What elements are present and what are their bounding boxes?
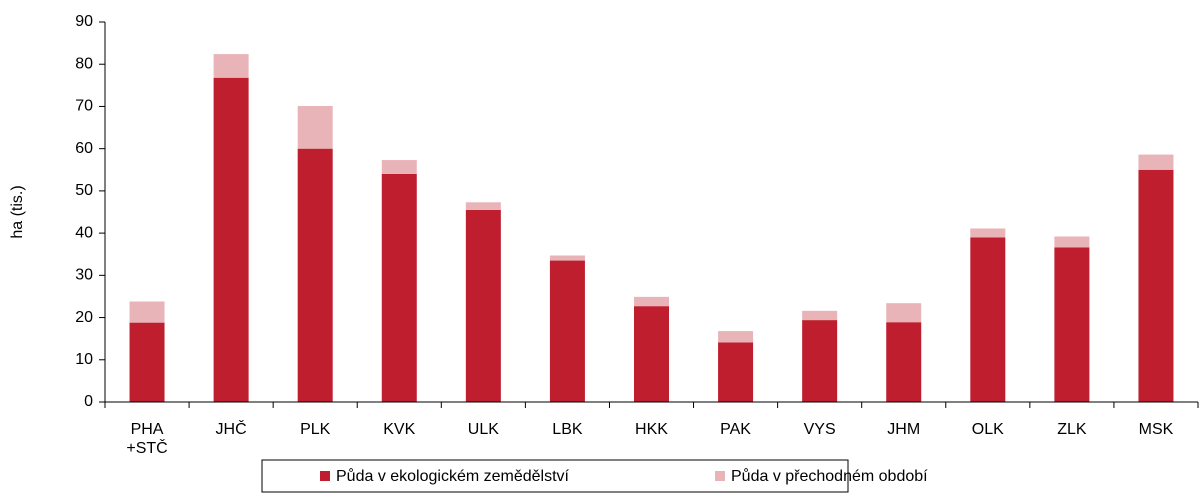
bar-segment (213, 77, 249, 402)
bar-segment (886, 303, 922, 323)
bar-segment (213, 54, 249, 78)
bar-segment (1138, 154, 1174, 170)
x-tick-label: MSK (1138, 421, 1174, 438)
x-tick-label: JHM (887, 421, 921, 438)
y-tick-label: 80 (75, 55, 93, 72)
bar-segment (381, 174, 417, 402)
x-tick-label: JHČ (215, 421, 247, 438)
y-axis-label: ha (tis.) (9, 185, 26, 238)
bar-segment (802, 320, 838, 402)
y-tick-label: 20 (75, 309, 93, 326)
bar-segment (1054, 247, 1090, 402)
bar-segment (970, 237, 1006, 402)
bar-segment (129, 301, 165, 323)
y-tick-label: 70 (75, 98, 93, 115)
x-tick-label: ZLK (1057, 421, 1087, 438)
x-tick-label: HKK (635, 421, 668, 438)
bar-segment (549, 255, 585, 261)
y-tick-label: 50 (75, 182, 93, 199)
y-tick-label: 10 (75, 351, 93, 368)
bar-segment (465, 202, 501, 210)
x-tick-label: PAK (720, 421, 751, 438)
x-tick-label: KVK (383, 421, 416, 438)
legend-label: Půda v přechodném období (731, 467, 928, 485)
legend-swatch (715, 471, 725, 481)
bar-segment (381, 160, 417, 174)
legend-label: Půda v ekologickém zemědělství (336, 467, 570, 485)
bar-segment (297, 106, 333, 149)
legend-swatch (320, 471, 330, 481)
x-tick-label: OLK (971, 421, 1004, 438)
y-tick-label: 40 (75, 224, 93, 241)
x-tick-label: ULK (467, 421, 499, 438)
bar-segment (465, 209, 501, 402)
y-tick-label: 0 (84, 393, 93, 410)
x-tick-label: PLK (300, 421, 331, 438)
bar-segment (718, 342, 754, 402)
x-tick-label: LBK (552, 421, 583, 438)
bar-segment (718, 331, 754, 343)
bar-segment (1054, 236, 1090, 248)
y-tick-label: 30 (75, 267, 93, 284)
bar-segment (886, 322, 922, 402)
x-tick-label: PHA +STČ (126, 421, 168, 457)
bar-segment (970, 228, 1006, 238)
bar-segment (297, 148, 333, 402)
legend-box (261, 459, 849, 493)
y-tick-label: 60 (75, 140, 93, 157)
bar-segment (634, 296, 669, 307)
bar-segment (129, 322, 165, 402)
bar-segment (1138, 169, 1174, 402)
y-tick-label: 90 (75, 13, 93, 30)
bar-segment (802, 310, 838, 321)
x-tick-label: VYS (803, 421, 836, 438)
bar-segment (634, 306, 669, 402)
bar-segment (549, 260, 585, 402)
